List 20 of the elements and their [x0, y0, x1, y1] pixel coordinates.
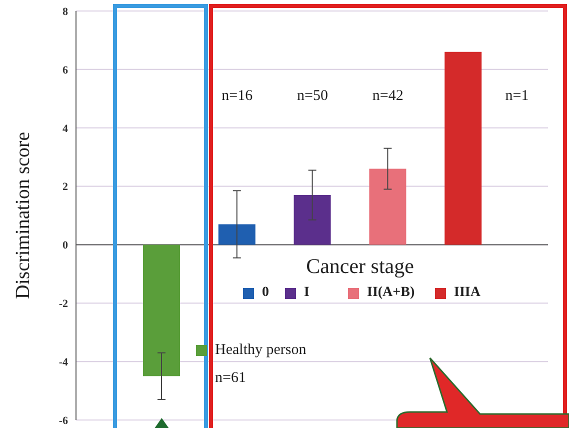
y-tick-label: 4 [62, 122, 68, 135]
annotation: n=42 [371, 88, 404, 105]
y-tick-label: 6 [62, 64, 68, 76]
y-tick-label: -6 [58, 414, 68, 427]
legend-label: Healthy person [214, 342, 306, 359]
annotation: n=61 [215, 370, 247, 387]
y-tick-label: 2 [62, 181, 68, 194]
legend-title: Cancer stage [305, 254, 415, 279]
legend-label: I [303, 285, 310, 301]
annotation: n=16 [220, 88, 254, 105]
annotation: n=1 [504, 88, 530, 105]
y-tick-label: -4 [58, 356, 68, 368]
annotation: n=50 [296, 88, 329, 105]
legend-label: II(A+B) [366, 285, 415, 301]
y-tick-label: -2 [58, 298, 68, 310]
legend-label: 0 [261, 285, 269, 301]
legend-label: IIIA [453, 285, 480, 301]
y-tick-label: 8 [62, 6, 68, 18]
y-axis-title: Discrimination score [12, 132, 34, 300]
y-tick-label: 0 [62, 240, 68, 252]
